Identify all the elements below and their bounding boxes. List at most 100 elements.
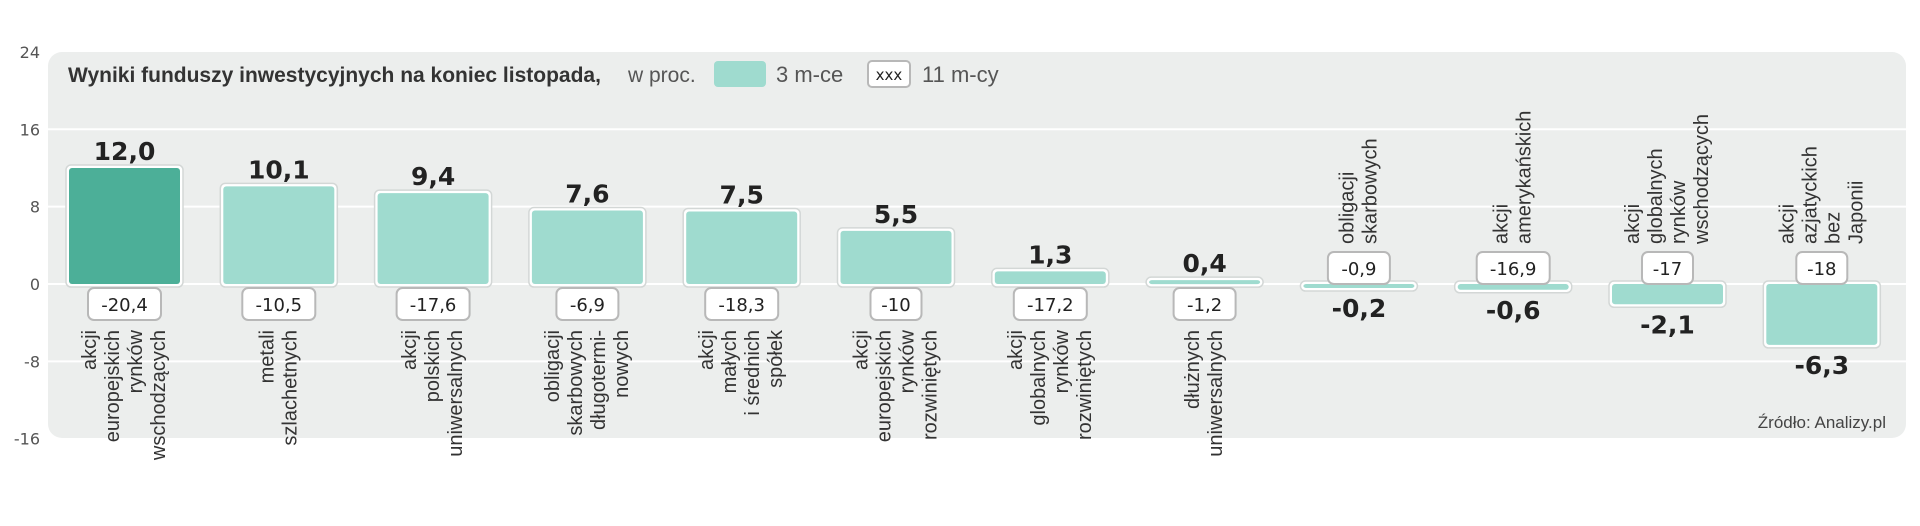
value-box-11m: -10,5 xyxy=(241,287,317,321)
value-box-11m: -0,9 xyxy=(1326,251,1391,285)
category-label-line: rynków xyxy=(125,329,147,393)
chart-header: Wyniki funduszy inwestycyjnych na koniec… xyxy=(68,60,999,88)
value-box-11m: -18 xyxy=(1795,251,1849,285)
category-label-line: akcji xyxy=(696,330,718,370)
value-box-11m: -17,6 xyxy=(395,287,471,321)
category-label-line: wschodzących xyxy=(148,330,170,461)
value-label-3m: 12,0 xyxy=(94,137,156,166)
value-box-11m: -20,4 xyxy=(87,287,162,321)
bar-3m xyxy=(69,167,180,284)
value-label-11m: -10 xyxy=(881,295,910,316)
value-label-3m: 7,6 xyxy=(565,180,609,209)
chart-title: Wyniki funduszy inwestycyjnych na koniec… xyxy=(68,64,601,87)
value-box-11m: -1,2 xyxy=(1172,287,1237,321)
category-label-line: akcji xyxy=(399,330,421,370)
legend-swatch-11m-sample: xxx xyxy=(876,66,903,84)
bar-3m xyxy=(377,193,489,284)
category-label-line: europejskich xyxy=(102,330,124,442)
category-label: dłużnychuniwersalnych xyxy=(1182,330,1227,457)
y-tick-label: 8 xyxy=(30,198,40,217)
category-label-line: skarbowych xyxy=(1359,138,1381,244)
category-label-line: obligacji xyxy=(1336,172,1358,244)
value-box-11m: -6,9 xyxy=(555,287,620,321)
category-label-line: rynków xyxy=(897,329,919,393)
value-label-3m: -0,6 xyxy=(1486,296,1541,325)
y-tick-label: -8 xyxy=(24,352,40,371)
value-label-3m: 7,5 xyxy=(720,180,764,209)
labels: 12,0-20,4akcjieuropejskichrynkówwschodzą… xyxy=(79,111,1867,461)
value-box-11m: -17 xyxy=(1641,251,1694,285)
category-label: obligacjiskarbowych xyxy=(1336,138,1381,244)
value-box-11m-frame xyxy=(555,287,620,321)
category-label: akcjimałychi średnichspółek xyxy=(696,329,787,416)
value-label-11m: -18 xyxy=(1807,259,1836,280)
category-label-line: akcji xyxy=(79,330,101,370)
category-label-line: obligacji xyxy=(542,330,564,402)
bar-3m xyxy=(531,210,643,284)
category-label-line: wschodzących xyxy=(1691,114,1713,245)
value-box-11m: -18,3 xyxy=(704,287,780,321)
category-label-line: akcji xyxy=(851,330,873,370)
value-label-11m: -20,4 xyxy=(101,295,148,316)
category-label-line: Japonii xyxy=(1845,181,1867,244)
category-label: akcjiglobalnychrynkówwschodzących xyxy=(1622,114,1713,245)
value-label-3m: -0,2 xyxy=(1332,294,1387,323)
category-label-line: spółek xyxy=(765,329,787,388)
y-tick-label: 16 xyxy=(20,120,40,139)
bar-3m xyxy=(1457,284,1569,290)
category-label-line: azjatyckich xyxy=(1799,146,1821,244)
value-label-3m: 9,4 xyxy=(411,162,455,191)
value-label-3m: 10,1 xyxy=(248,155,310,184)
legend-swatch-11m xyxy=(867,60,911,88)
value-label-11m: -10,5 xyxy=(256,295,303,316)
category-label-line: rozwiniętych xyxy=(920,330,942,440)
value-box-11m-frame xyxy=(1641,251,1694,285)
category-label-line: dłużnych xyxy=(1182,330,1204,409)
bar-3m xyxy=(1612,284,1723,305)
value-box-11m: -17,2 xyxy=(1012,287,1088,321)
category-label: akcjiazjatyckichbezJaponii xyxy=(1776,146,1867,244)
value-label-11m: -6,9 xyxy=(570,295,605,316)
category-label: akcjiamerykańskich xyxy=(1491,111,1536,244)
value-label-11m: -1,2 xyxy=(1187,295,1222,316)
category-label-line: bez xyxy=(1822,212,1844,244)
category-label-line: rozwiniętych xyxy=(1074,330,1096,440)
value-label-11m: -0,9 xyxy=(1341,259,1376,280)
category-label: metaliszlachetnych xyxy=(256,330,301,446)
value-label-11m: -18,3 xyxy=(718,295,765,316)
category-label-line: globalnych xyxy=(1645,148,1667,244)
category-label: akcjieuropejskichrynkówrozwiniętych xyxy=(851,329,942,442)
value-label-11m: -17,2 xyxy=(1027,295,1074,316)
value-box-11m-frame xyxy=(1012,287,1088,321)
category-label-line: akcji xyxy=(1776,204,1798,244)
value-box-11m-frame xyxy=(704,287,780,321)
category-label-line: uniwersalnych xyxy=(1205,330,1227,457)
bar-3m xyxy=(840,230,952,284)
legend-label-3m: 3 m-ce xyxy=(776,62,843,87)
value-label-3m: -2,1 xyxy=(1640,310,1695,339)
category-label-line: akcji xyxy=(1491,204,1513,244)
value-label-3m: 5,5 xyxy=(874,200,918,229)
category-label-line: skarbowych xyxy=(565,330,587,436)
value-label-3m: 0,4 xyxy=(1182,249,1226,278)
bar-3m xyxy=(1303,284,1415,288)
value-label-11m: -16,9 xyxy=(1490,259,1537,280)
bar-3m xyxy=(994,271,1106,284)
category-label-line: uniwersalnych xyxy=(445,330,467,457)
bar-3m xyxy=(1149,280,1261,285)
category-label-line: i średnich xyxy=(742,330,764,416)
value-box-11m-frame xyxy=(869,287,923,321)
category-label-line: szlachetnych xyxy=(279,330,301,446)
category-label-line: amerykańskich xyxy=(1514,111,1536,244)
legend-swatch-3m xyxy=(714,61,766,87)
bar-3m xyxy=(686,211,798,284)
value-box-11m-frame xyxy=(241,287,317,321)
value-box-11m-frame xyxy=(1172,287,1237,321)
category-label-line: metali xyxy=(256,330,278,383)
chart-panel xyxy=(48,52,1906,438)
value-label-11m: -17 xyxy=(1653,259,1682,280)
legend-label-11m: 11 m-cy xyxy=(922,62,999,87)
value-box-11m-frame xyxy=(1475,251,1551,285)
value-box-11m-frame xyxy=(1326,251,1391,285)
